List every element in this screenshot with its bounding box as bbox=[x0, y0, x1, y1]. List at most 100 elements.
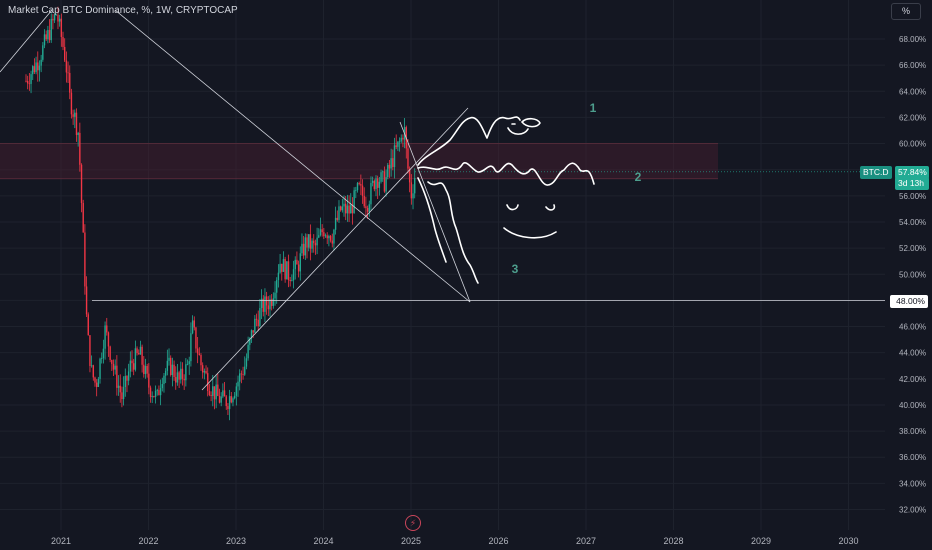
candle-body bbox=[355, 190, 357, 191]
candle-body bbox=[47, 30, 49, 40]
candle-body bbox=[363, 195, 365, 207]
sketch-scenario-3 bbox=[417, 177, 479, 284]
candle-body bbox=[254, 318, 256, 333]
candle-body bbox=[269, 299, 271, 310]
freehand-sketch[interactable] bbox=[417, 116, 595, 284]
candle-body bbox=[395, 145, 397, 147]
candle-body bbox=[341, 206, 344, 211]
candle-body bbox=[52, 18, 54, 21]
candle-body bbox=[207, 373, 209, 391]
candle-body bbox=[28, 83, 31, 85]
candle-body bbox=[33, 66, 36, 73]
level-price-badge: 48.00% bbox=[890, 295, 928, 308]
candle-body bbox=[371, 180, 374, 183]
candle-body bbox=[106, 325, 108, 333]
candle-body bbox=[235, 386, 238, 396]
candle-body bbox=[272, 298, 275, 306]
candle-countdown-badge: 3d 13h bbox=[895, 177, 929, 190]
candle-body bbox=[121, 392, 123, 400]
candle-body bbox=[60, 18, 63, 37]
candle-body bbox=[212, 386, 214, 396]
candle-body bbox=[351, 204, 354, 214]
time-axis[interactable]: 2021 2022 2023 2024 2025 2026 2027 2028 2029 2030 bbox=[51, 536, 859, 546]
candle-body bbox=[198, 353, 201, 356]
candle-body bbox=[170, 357, 172, 376]
percent-scale-button[interactable]: % bbox=[891, 3, 921, 20]
candle-body bbox=[32, 66, 34, 75]
candle-body bbox=[72, 114, 74, 117]
candle-body bbox=[173, 364, 175, 378]
candle-body bbox=[42, 45, 44, 60]
x-tick-label: 2029 bbox=[751, 536, 771, 546]
candle-body bbox=[138, 353, 140, 355]
candle-body bbox=[408, 168, 411, 183]
candle-body bbox=[265, 296, 268, 306]
candle-body bbox=[318, 235, 320, 238]
candle-body bbox=[282, 259, 285, 272]
candle-body bbox=[74, 112, 76, 117]
candle-body bbox=[176, 372, 179, 383]
candle-body bbox=[218, 395, 221, 403]
candle-body bbox=[306, 237, 308, 248]
y-tick-label: 46.00% bbox=[899, 323, 926, 332]
candle-body bbox=[270, 299, 273, 306]
candle-body bbox=[97, 378, 100, 387]
candle-body bbox=[388, 164, 391, 169]
candle-body bbox=[48, 30, 51, 41]
candle-body bbox=[183, 378, 185, 381]
candle-body bbox=[222, 390, 224, 397]
chart-title: Market Cap BTC Dominance, %, 1W, CRYPTOC… bbox=[8, 5, 238, 16]
candle-body bbox=[333, 229, 335, 244]
candle-body bbox=[338, 206, 340, 220]
x-tick-label: 2021 bbox=[51, 536, 71, 546]
candle-body bbox=[350, 204, 352, 214]
candle-body bbox=[228, 396, 231, 410]
candle-body bbox=[156, 390, 158, 391]
candle-body bbox=[247, 344, 249, 359]
candle-body bbox=[365, 206, 367, 209]
trend-drawings[interactable] bbox=[0, 9, 471, 391]
candle-body bbox=[99, 358, 101, 379]
candle-body bbox=[412, 193, 414, 199]
y-tick-label: 54.00% bbox=[899, 218, 926, 227]
candle-body bbox=[368, 204, 370, 212]
candle-body bbox=[287, 261, 290, 280]
price-axis[interactable]: 68.00%66.00%64.00%62.00%60.00%58.00%56.0… bbox=[899, 35, 926, 515]
candle-body bbox=[168, 357, 170, 361]
candle-body bbox=[297, 264, 300, 272]
candle-body bbox=[360, 184, 362, 186]
candle-body bbox=[195, 327, 197, 349]
y-tick-label: 52.00% bbox=[899, 244, 926, 253]
flash-icon[interactable]: ⚡ bbox=[405, 515, 421, 531]
candle-body bbox=[139, 346, 142, 355]
candle-body bbox=[217, 384, 219, 396]
candle-body bbox=[339, 206, 342, 211]
y-tick-label: 68.00% bbox=[899, 35, 926, 44]
candle-body bbox=[336, 217, 338, 220]
candle-body bbox=[346, 205, 349, 214]
candle-body bbox=[252, 330, 254, 333]
candle-body bbox=[205, 371, 207, 374]
candle-body bbox=[410, 182, 413, 199]
candle-body bbox=[92, 365, 95, 378]
candle-body bbox=[55, 14, 57, 16]
candle-body bbox=[104, 325, 106, 349]
candle-body bbox=[240, 373, 243, 375]
candle-body bbox=[102, 348, 105, 359]
candle-body bbox=[279, 263, 281, 273]
candle-body bbox=[296, 259, 298, 265]
candle-body bbox=[239, 373, 241, 382]
candle-body bbox=[37, 62, 39, 71]
candle-body bbox=[79, 132, 81, 165]
candle-body bbox=[159, 388, 162, 396]
candle-body bbox=[324, 235, 327, 237]
candle-body bbox=[382, 171, 384, 173]
candle-body bbox=[85, 286, 88, 315]
candle-body bbox=[276, 280, 278, 293]
candle-body bbox=[163, 375, 165, 385]
candle-body bbox=[188, 361, 190, 365]
x-tick-label: 2027 bbox=[576, 536, 596, 546]
x-tick-label: 2026 bbox=[488, 536, 508, 546]
candle-body bbox=[38, 65, 41, 71]
